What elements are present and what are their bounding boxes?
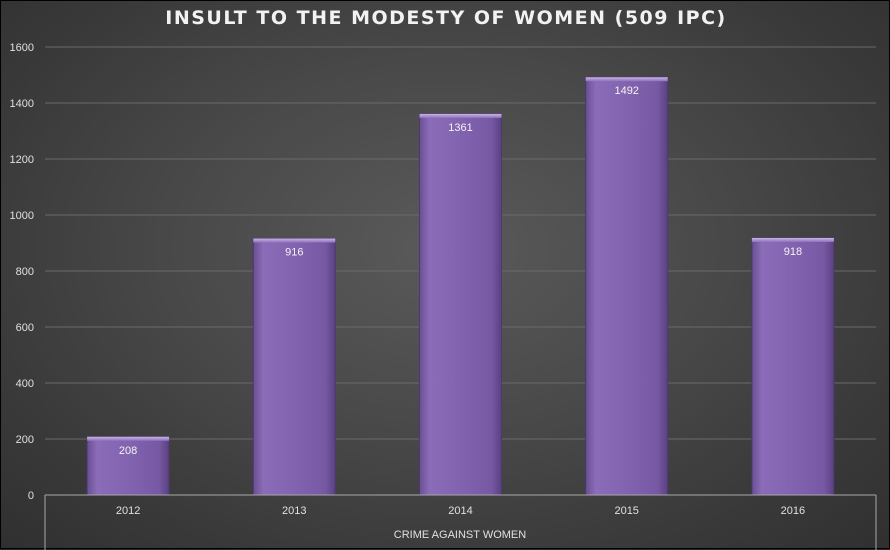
data-label: 1492 xyxy=(614,85,638,97)
y-tick-label: 1200 xyxy=(10,154,34,166)
bar-group: 1492 xyxy=(585,76,669,496)
bar-top xyxy=(87,436,170,441)
bar xyxy=(585,76,669,496)
x-axis-box xyxy=(44,494,877,550)
x-tick-label: 2014 xyxy=(448,505,472,517)
data-label: 208 xyxy=(119,445,137,457)
y-tick-label: 1400 xyxy=(10,98,34,110)
x-tick-label: 2016 xyxy=(781,505,805,517)
chart-title: INSULT TO THE MODESTY OF WOMEN (509 IPC) xyxy=(165,7,727,29)
y-tick-label: 600 xyxy=(16,322,34,334)
bar xyxy=(252,238,336,496)
y-tick-label: 1000 xyxy=(10,210,34,222)
bar-group: 916 xyxy=(252,238,336,496)
bar-top xyxy=(253,238,336,243)
bars: 208 916 1361 1492 918 xyxy=(86,76,835,496)
data-label: 1361 xyxy=(448,122,472,134)
x-tick-label: 2012 xyxy=(116,505,140,517)
data-label: 918 xyxy=(784,246,802,258)
y-tick-label: 0 xyxy=(28,490,34,502)
bar-top xyxy=(419,113,502,118)
y-axis-ticks: 0 200 400 600 800 1000 1200 1400 1600 xyxy=(10,42,34,502)
y-tick-label: 800 xyxy=(16,266,34,278)
y-tick-label: 400 xyxy=(16,378,34,390)
bar-top xyxy=(585,77,668,82)
x-tick-label: 2015 xyxy=(614,505,638,517)
bar xyxy=(419,113,502,496)
data-label: 916 xyxy=(285,247,303,259)
bar-group: 918 xyxy=(751,237,835,496)
bar-group: 208 xyxy=(86,436,170,496)
bar xyxy=(751,237,835,496)
x-tick-label: 2013 xyxy=(282,505,306,517)
bar-group: 1361 xyxy=(419,113,502,496)
y-tick-label: 1600 xyxy=(10,42,34,54)
bar-top xyxy=(751,237,834,242)
y-tick-label: 200 xyxy=(16,434,34,446)
x-axis-ticks: 2012 2013 2014 2015 2016 xyxy=(116,505,805,517)
bar xyxy=(86,436,170,496)
x-axis-label: CRIME AGAINST WOMEN xyxy=(394,529,526,541)
